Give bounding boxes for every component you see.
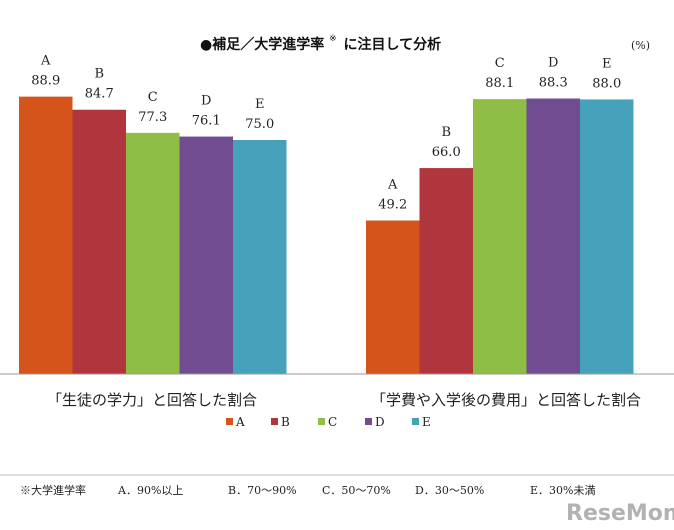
bar-2-a bbox=[366, 220, 420, 374]
bar-series-label-2-d: D bbox=[548, 56, 558, 71]
bar-value-label-1-b: 84.7 bbox=[85, 87, 114, 102]
footnote-item-e: E．30%未満 bbox=[530, 484, 595, 497]
legend-label-a: A bbox=[235, 415, 245, 429]
footnote-item-a: A．90%以上 bbox=[117, 484, 183, 497]
bar-value-label-2-a: 49.2 bbox=[378, 197, 407, 212]
bar-value-label-1-c: 77.3 bbox=[138, 110, 167, 125]
bar-2-d bbox=[526, 98, 580, 374]
bar-value-label-2-c: 88.1 bbox=[485, 76, 514, 91]
bar-value-label-1-a: 88.9 bbox=[31, 74, 60, 89]
legend-label-e: E bbox=[422, 415, 431, 429]
bar-1-a bbox=[19, 96, 73, 374]
bar-1-c bbox=[126, 132, 180, 374]
legend-swatch-b bbox=[271, 418, 278, 425]
bar-series-label-1-c: C bbox=[148, 90, 158, 105]
bar-series-label-1-d: D bbox=[201, 94, 211, 109]
chart-title: ●補足／大学進学率 ※ に注目して分析 bbox=[200, 29, 441, 53]
bar-series-label-2-a: A bbox=[387, 177, 398, 192]
chart-title-suffix: に注目して分析 bbox=[344, 36, 442, 53]
bar-value-label-1-e: 75.0 bbox=[245, 117, 274, 132]
bar-1-b bbox=[72, 109, 126, 375]
legend-label-c: C bbox=[328, 415, 337, 429]
legend-label-b: B bbox=[281, 415, 290, 429]
bar-value-label-2-b: 66.0 bbox=[432, 145, 461, 160]
bar-1-e bbox=[233, 140, 287, 374]
legend-swatch-e bbox=[412, 418, 419, 425]
legend-swatch-a bbox=[226, 418, 233, 425]
bar-value-label-2-d: 88.3 bbox=[539, 76, 568, 91]
legend-swatch-c bbox=[318, 418, 325, 425]
legend-label-d: D bbox=[375, 415, 385, 429]
bar-series-label-2-e: E bbox=[602, 56, 612, 71]
bar-2-e bbox=[580, 99, 634, 374]
footnote-prefix: ※大学進学率 bbox=[20, 483, 86, 497]
chart-title-superscript: ※ bbox=[329, 34, 337, 44]
bar-series-label-1-a: A bbox=[40, 54, 51, 69]
chart-title-main: ●補足／大学進学率 bbox=[200, 36, 324, 53]
footnote-item-d: D．30～50% bbox=[415, 484, 484, 497]
bar-value-label-1-d: 76.1 bbox=[192, 114, 221, 129]
unit-label: (%) bbox=[631, 39, 650, 52]
category-label-1: 「生徒の学力」と回答した割合 bbox=[47, 391, 257, 409]
bar-value-label-2-e: 88.0 bbox=[592, 76, 621, 91]
legend-swatch-d bbox=[365, 418, 372, 425]
bar-2-b bbox=[419, 168, 473, 374]
bar-1-d bbox=[179, 136, 233, 374]
bar-series-label-2-b: B bbox=[441, 125, 451, 140]
category-label-2: 「学費や入学後の費用」と回答した割合 bbox=[371, 391, 641, 409]
bars-layer: A 88.9 B 84.7 C 77.3 D 76.1 E 75.0 A 49.2 B 66.0 C 88.1… bbox=[19, 54, 634, 375]
bar-series-label-1-e: E bbox=[255, 97, 265, 112]
bar-series-label-2-c: C bbox=[495, 56, 505, 71]
resemom-logo: ReseMom bbox=[566, 501, 674, 526]
legend: A B C D E bbox=[226, 415, 431, 429]
bar-series-label-1-b: B bbox=[94, 67, 104, 82]
footnote-item-b: B．70～90% bbox=[228, 484, 297, 497]
footnote-item-c: C．50～70% bbox=[322, 484, 391, 497]
bar-2-c bbox=[473, 99, 527, 375]
